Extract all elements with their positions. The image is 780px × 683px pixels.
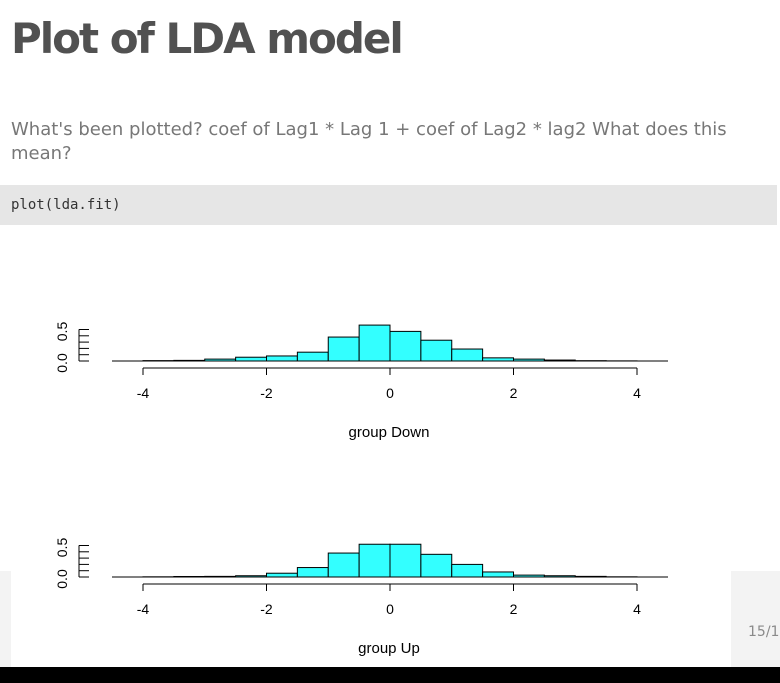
histogram-bar xyxy=(482,571,514,578)
x-axis-label: group Down xyxy=(349,424,430,441)
bottom-bar xyxy=(0,667,780,683)
histogram-bar xyxy=(420,339,453,362)
x-tick-label: 4 xyxy=(633,385,641,401)
lda-histogram-plot: -4 -2 0 2 4 group Down 0.0 0.5 -4 -2 0 2 4 group Up 0.… xyxy=(54,322,668,657)
x-tick-label: -4 xyxy=(137,385,150,401)
x-tick-label: 0 xyxy=(386,601,394,617)
histogram-bar xyxy=(327,552,360,578)
y-tick-label: 0.5 xyxy=(54,538,70,558)
histogram-bar xyxy=(296,567,329,578)
x-tick-label: -2 xyxy=(260,601,273,617)
histogram-bar xyxy=(266,355,298,362)
x-tick-label: 0 xyxy=(386,385,394,401)
left-side-panel xyxy=(0,571,11,667)
histogram-bar xyxy=(173,359,206,362)
x-tick-label: -4 xyxy=(137,601,150,617)
histogram-bar xyxy=(296,351,329,362)
histogram-bar xyxy=(574,575,607,578)
y-tick-label: 0.0 xyxy=(54,569,70,589)
code-block: plot(lda.fit) xyxy=(0,185,777,225)
x-tick-label: -2 xyxy=(260,385,273,401)
x-tick-label: 4 xyxy=(633,601,641,617)
histogram-bar xyxy=(235,356,267,362)
histogram-bar xyxy=(451,563,484,578)
histogram-bar xyxy=(235,575,267,578)
y-tick-label: 0.0 xyxy=(54,353,70,373)
slide-paragraph: What's been plotted? coef of Lag1 * Lag … xyxy=(11,119,727,164)
histogram-bar xyxy=(204,358,237,362)
histogram-bar xyxy=(389,543,422,578)
x-tick-label: 2 xyxy=(510,601,518,617)
histogram-bar xyxy=(358,324,391,362)
slide: Plot of LDA model What's been plotted? c… xyxy=(0,14,780,667)
histogram-bar xyxy=(389,330,422,362)
code-text: plot(lda.fit) xyxy=(11,197,121,213)
histogram-bar xyxy=(327,336,360,362)
slide-title: Plot of LDA model xyxy=(11,14,404,63)
histogram-bar xyxy=(266,572,298,578)
histogram-bar xyxy=(420,553,453,578)
histogram-bar xyxy=(543,359,576,362)
histogram-bar xyxy=(173,575,206,578)
histogram-bar xyxy=(204,575,237,578)
histogram-bar xyxy=(513,574,545,578)
histogram-bar xyxy=(543,575,576,578)
x-tick-label: 2 xyxy=(510,385,518,401)
x-axis-label: group Up xyxy=(358,640,420,657)
histogram-bar xyxy=(451,348,484,362)
histogram-bar xyxy=(482,357,514,362)
histogram-bar xyxy=(513,358,545,362)
slide-number: 15/1 xyxy=(748,624,780,640)
right-side-panel xyxy=(731,571,780,667)
y-tick-label: 0.5 xyxy=(54,322,70,342)
histogram-bar xyxy=(358,543,391,578)
